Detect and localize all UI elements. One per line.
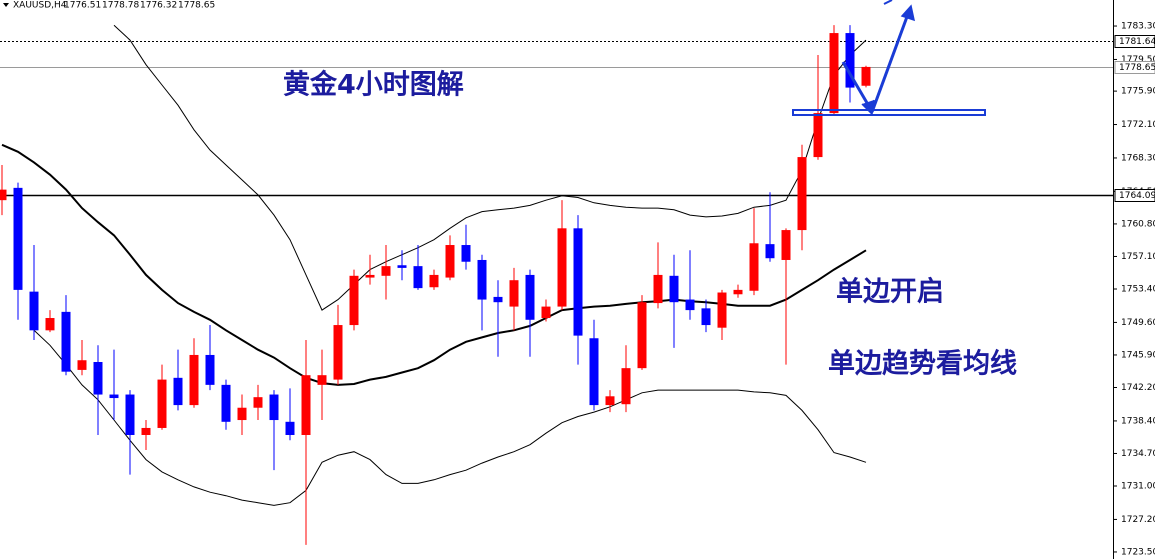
candle-body (109, 394, 119, 399)
y-tick-label: 1745.90 (1121, 350, 1155, 360)
candle-body (573, 228, 583, 336)
candle-body (541, 306, 551, 319)
candle-body (669, 275, 679, 303)
up-arrow (870, 13, 910, 113)
y-tick-label: 1734.70 (1121, 449, 1155, 459)
candle-body (637, 302, 647, 369)
candle-body (445, 245, 455, 278)
candle-body (845, 33, 855, 88)
candle-body (189, 354, 199, 406)
plot: 1783.30 1779.50 1775.90 1772.10 1768.30 1764.… (0, 22, 1155, 557)
candle-body (477, 259, 487, 300)
candle-body (285, 421, 295, 435)
annotation: 单边开启 (836, 277, 944, 308)
candle-body (61, 311, 71, 372)
candle-body (685, 299, 695, 311)
y-tick-label: 1783.30 (1121, 22, 1155, 32)
arrow-fragment (883, 0, 893, 5)
y-tick-label: 1768.30 (1121, 153, 1155, 163)
annotation: 单边趋势看均线 (828, 349, 1017, 380)
candle-body (13, 187, 23, 290)
indicator-line (33, 329, 867, 506)
candle-body (493, 296, 503, 303)
candle-body (141, 427, 151, 435)
candle-body (269, 394, 279, 421)
symbol: XAUUSD,H4 (13, 1, 67, 11)
candle-body (653, 274, 663, 304)
header-close: 1778.65 (178, 1, 215, 11)
candle-body (397, 265, 407, 268)
candle-body (413, 266, 423, 289)
price-label-box (1114, 61, 1155, 74)
price-label-box (1114, 35, 1155, 48)
candle-body (237, 407, 247, 421)
candle-body (45, 318, 55, 331)
candle-body (0, 189, 7, 201)
y-tick-label: 1760.80 (1121, 219, 1155, 229)
header-open: 1776.51 (64, 1, 101, 11)
candle-body (125, 394, 135, 435)
candle-body (173, 377, 183, 406)
candle-body (557, 228, 567, 307)
candle-body (765, 244, 775, 259)
y-tick-label: 1742.20 (1121, 383, 1155, 393)
price-label: 1778.65 (1119, 63, 1155, 73)
candle-body (77, 360, 87, 370)
header-high: 1778.78 (102, 1, 139, 11)
candle-body (781, 230, 791, 260)
candle-body (221, 384, 231, 422)
y-tick-label: 1723.50 (1121, 547, 1155, 557)
y-tick-label: 1753.40 (1121, 284, 1155, 294)
candle-body (301, 375, 311, 435)
candle-body (525, 274, 535, 320)
candle-body (733, 289, 743, 295)
indicator-line (113, 24, 867, 311)
y-tick-label: 1749.60 (1121, 318, 1155, 328)
y-tick-label: 1772.10 (1121, 120, 1155, 130)
candle-body (861, 66, 871, 86)
header-low: 1776.32 (140, 1, 177, 11)
y-tick-label: 1731.00 (1121, 482, 1155, 492)
down-arrow (841, 61, 872, 109)
candle-body (317, 375, 327, 385)
up-arrowhead (900, 4, 916, 22)
y-tick-label: 1757.10 (1121, 252, 1155, 262)
candle-body (461, 245, 471, 262)
y-tick-label: 1775.90 (1121, 87, 1155, 97)
symbol-icon (3, 3, 9, 7)
candle-body (29, 291, 39, 331)
candle-body (429, 274, 439, 288)
y-tick-label: 1727.20 (1121, 515, 1155, 525)
candle-body (813, 113, 823, 158)
candle-body (797, 157, 807, 231)
drawing-tools (792, 0, 986, 116)
candle-body (381, 266, 391, 276)
candle-body (205, 354, 215, 385)
candle-body (621, 368, 631, 405)
price-label-box (1114, 189, 1155, 202)
y-tick-label: 1738.40 (1121, 416, 1155, 426)
annotation: 黄金4小时图解 (283, 69, 464, 101)
candle-body (749, 243, 759, 291)
price-label: 1764.09 (1119, 191, 1155, 201)
candle-body (157, 379, 167, 428)
candle-body (365, 274, 375, 278)
price-label: 1781.64 (1119, 37, 1155, 47)
candle-body (333, 325, 343, 380)
candle-body (349, 275, 359, 326)
support-box (792, 109, 986, 116)
candle-body (253, 397, 263, 408)
candle-body (829, 33, 839, 114)
candle-body (93, 361, 103, 395)
y-tick-label: 1779.50 (1121, 55, 1155, 65)
candle-body (509, 280, 519, 307)
candle-body (605, 396, 615, 406)
candle-body (701, 308, 711, 326)
candle-body (589, 338, 599, 406)
candle-body (717, 292, 727, 328)
